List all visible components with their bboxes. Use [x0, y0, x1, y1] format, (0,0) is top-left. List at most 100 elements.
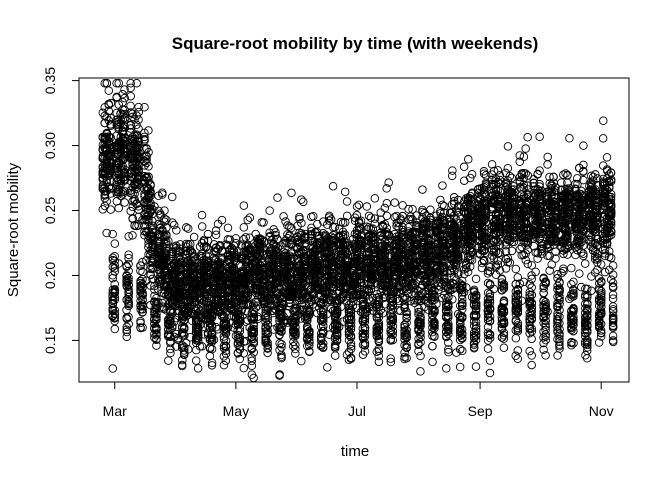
data-point	[138, 257, 147, 267]
data-point	[124, 253, 133, 263]
data-point	[167, 192, 177, 202]
data-point	[108, 229, 117, 239]
data-point	[217, 215, 227, 225]
data-point	[191, 356, 201, 365]
data-point	[263, 340, 272, 350]
data-point	[239, 223, 249, 232]
data-point	[118, 156, 127, 165]
data-point	[207, 323, 217, 332]
data-point	[183, 345, 193, 354]
data-point	[164, 236, 173, 246]
data-point	[323, 363, 332, 372]
data-point	[110, 295, 119, 305]
data-point	[124, 289, 133, 299]
data-point	[166, 332, 175, 341]
data-point	[120, 187, 129, 196]
data-point	[172, 329, 181, 339]
data-point	[122, 325, 131, 335]
data-point	[126, 83, 135, 93]
data-point	[249, 348, 258, 357]
data-point	[100, 191, 109, 200]
data-point	[120, 148, 129, 157]
data-point	[118, 173, 127, 183]
data-point	[160, 217, 169, 226]
data-point	[110, 285, 120, 294]
data-point	[257, 248, 266, 257]
data-point	[114, 78, 123, 88]
data-point	[221, 349, 231, 358]
data-point	[126, 206, 135, 216]
data-point	[183, 308, 193, 317]
data-point	[128, 231, 137, 240]
data-point	[191, 306, 201, 316]
data-point	[442, 364, 451, 373]
data-point	[455, 362, 465, 372]
data-point	[134, 107, 143, 117]
data-point	[108, 299, 118, 309]
data-point	[485, 368, 495, 378]
data-point	[106, 98, 116, 108]
data-point	[342, 211, 352, 221]
data-point	[160, 206, 169, 215]
data-point	[102, 228, 111, 238]
data-point	[209, 335, 219, 345]
data-point	[162, 223, 171, 233]
data-point	[126, 91, 135, 101]
data-point	[189, 253, 199, 262]
data-point	[134, 171, 143, 180]
data-point	[158, 188, 167, 198]
data-point	[287, 188, 296, 198]
data-point	[471, 274, 481, 284]
data-point	[189, 232, 199, 242]
data-point	[138, 307, 147, 317]
data-point	[126, 78, 135, 88]
data-point	[112, 92, 122, 102]
data-point	[193, 364, 203, 373]
data-point	[183, 224, 193, 233]
data-point	[124, 273, 133, 283]
data-point	[464, 155, 473, 164]
data-point	[217, 265, 227, 275]
data-point	[138, 267, 147, 277]
data-point	[100, 78, 110, 88]
data-point	[263, 343, 272, 353]
data-point	[144, 172, 153, 181]
data-point	[213, 245, 223, 254]
data-point	[134, 175, 143, 185]
data-point	[269, 225, 278, 234]
data-point	[150, 333, 159, 342]
data-point	[118, 98, 127, 107]
data-point	[110, 239, 120, 248]
data-point	[177, 360, 187, 370]
data-point	[207, 361, 217, 370]
data-point	[98, 184, 107, 194]
data-point	[140, 132, 149, 142]
data-point	[122, 332, 132, 342]
data-point	[124, 319, 133, 329]
data-point	[235, 354, 244, 364]
data-point	[249, 321, 258, 330]
data-point	[146, 180, 155, 189]
data-point	[197, 210, 207, 220]
data-point	[122, 271, 131, 281]
data-point	[148, 225, 157, 234]
data-point	[148, 227, 157, 237]
data-point	[447, 171, 457, 181]
data-point	[257, 239, 266, 248]
data-point	[120, 175, 130, 184]
data-point	[382, 199, 392, 208]
data-point	[416, 351, 425, 361]
data-point	[146, 201, 155, 210]
data-point	[235, 318, 245, 327]
data-point	[106, 205, 115, 214]
data-point	[106, 166, 115, 175]
data-point	[362, 202, 372, 211]
data-point	[140, 161, 149, 170]
data-point	[251, 229, 260, 239]
data-point	[193, 304, 203, 313]
data-point	[265, 206, 274, 215]
data-point	[118, 190, 127, 199]
data-point	[110, 252, 119, 261]
data-point	[229, 263, 239, 272]
data-point	[183, 310, 193, 320]
